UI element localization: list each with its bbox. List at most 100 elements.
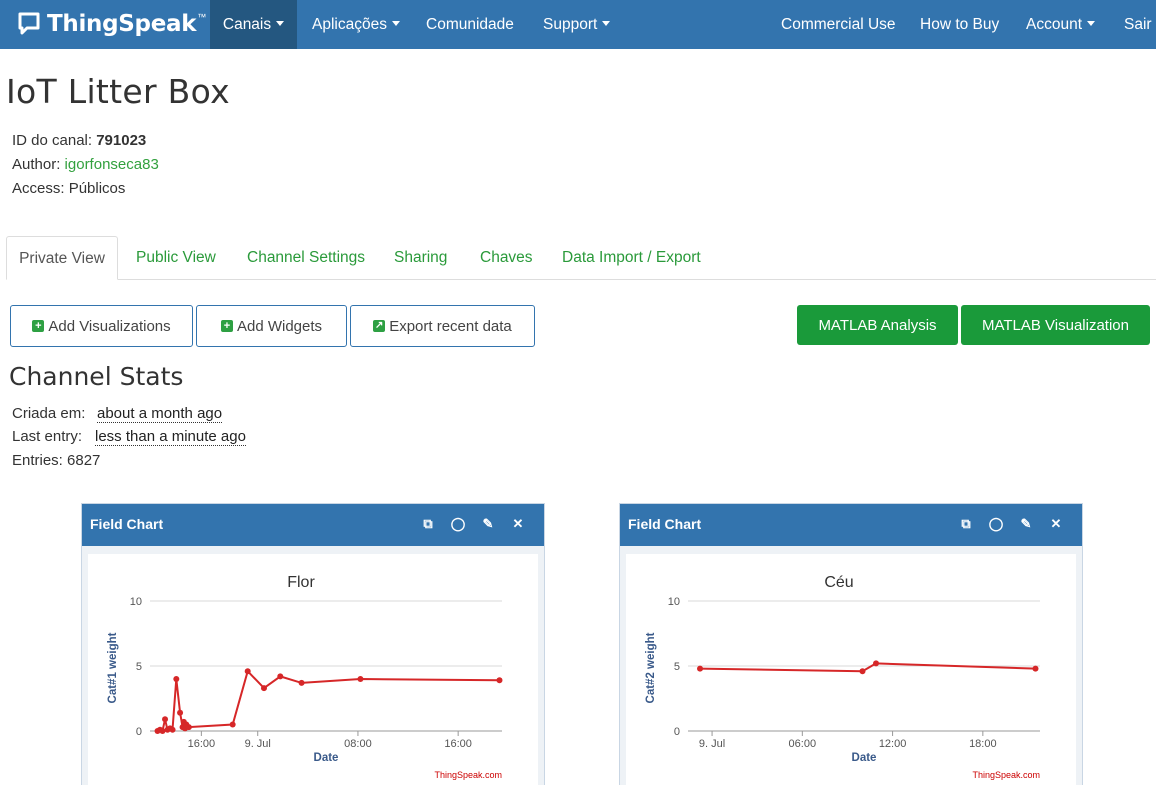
x-tick-label: 06:00 <box>789 738 817 750</box>
series-line <box>699 662 1036 673</box>
stat-last-entry-value: less than a minute ago <box>95 428 246 446</box>
caret-down-icon <box>276 21 285 27</box>
y-tick-label: 10 <box>668 596 680 608</box>
y-axis-title: Cat#2 weight <box>645 632 657 703</box>
data-point <box>873 660 880 667</box>
x-axis-title: Date <box>314 752 339 764</box>
nav-sair[interactable]: Sair <box>1124 0 1152 49</box>
add-widgets-button[interactable]: + Add Widgets <box>196 305 347 347</box>
nav-support[interactable]: Support <box>543 0 611 49</box>
data-point <box>1032 665 1039 672</box>
y-tick-label: 0 <box>136 726 142 738</box>
nav-aplicacoes[interactable]: Aplicações <box>312 0 400 49</box>
nav-comunidade[interactable]: Comunidade <box>426 0 514 49</box>
add-visualizations-button[interactable]: + Add Visualizations <box>10 305 193 347</box>
x-tick-label: 18:00 <box>969 738 997 750</box>
close-icon[interactable]: ✕ <box>1050 516 1062 531</box>
brand-trademark: ™ <box>197 12 207 22</box>
external-link-icon[interactable]: ⧉ <box>423 516 433 531</box>
matlab-analysis-button[interactable]: MATLAB Analysis <box>797 305 958 345</box>
channel-access-row: Access: Públicos <box>12 180 125 197</box>
x-tick-label: 9. Jul <box>245 738 271 750</box>
panel-header: Field Chart ⧉ ◯ ✎ ✕ <box>620 504 1082 546</box>
nav-how-to-buy[interactable]: How to Buy <box>920 0 999 49</box>
add-widgets-label: Add Widgets <box>236 317 323 335</box>
nav-account[interactable]: Account <box>1026 0 1096 49</box>
stat-last-entry: Last entry: less than a minute ago <box>12 428 246 446</box>
channel-access-value: Públicos <box>68 180 126 197</box>
field-chart-panel-2: Field Chart ⧉ ◯ ✎ ✕ Céu 0 5 10 9. Jul 06:00 12… <box>619 503 1083 785</box>
comment-icon[interactable]: ◯ <box>988 516 1004 531</box>
nav-sair-label: Sair <box>1124 16 1152 33</box>
channel-id-value: 791023 <box>96 132 147 149</box>
chart-title: Céu <box>824 574 853 591</box>
channel-access-label: Access: <box>12 180 65 197</box>
data-point <box>169 726 176 733</box>
chart-title: Flor <box>287 574 315 591</box>
tab-channel-settings[interactable]: Channel Settings <box>247 249 366 266</box>
chart-credit: ThingSpeak.com <box>972 770 1040 780</box>
line-chart: Flor 0 5 10 16:00 9. Jul 08:00 16:00 Date Cat#1 w… <box>107 574 503 780</box>
author-link[interactable]: igorfonseca83 <box>64 156 159 173</box>
channel-stats-heading: Channel Stats <box>9 362 184 391</box>
x-tick-label: 16:00 <box>444 738 472 750</box>
chart-credit: ThingSpeak.com <box>434 770 502 780</box>
data-point <box>859 668 866 675</box>
data-point <box>177 709 184 716</box>
stat-created-value: about a month ago <box>97 405 223 423</box>
y-tick-label: 5 <box>136 661 142 673</box>
channel-title: IoT Litter Box <box>6 72 230 111</box>
plus-icon: + <box>32 320 45 332</box>
data-point <box>173 676 180 682</box>
data-point <box>277 673 284 680</box>
export-recent-data-button[interactable]: ↗ Export recent data <box>350 305 535 347</box>
data-point <box>162 716 169 723</box>
tab-chaves[interactable]: Chaves <box>480 249 533 266</box>
channel-id-label: ID do canal: <box>12 132 93 149</box>
nav-commercial-use[interactable]: Commercial Use <box>781 0 896 49</box>
nav-canais[interactable]: Canais <box>210 0 297 49</box>
nav-aplicacoes-label: Aplicações <box>312 16 387 33</box>
external-link-icon[interactable]: ⧉ <box>961 516 971 531</box>
pencil-icon[interactable]: ✎ <box>1020 516 1032 531</box>
tab-data-import-export[interactable]: Data Import / Export <box>562 249 701 266</box>
data-point <box>159 728 166 734</box>
data-point <box>298 679 305 686</box>
panel-title: Field Chart <box>90 516 164 532</box>
tab-public-view[interactable]: Public View <box>136 249 216 266</box>
caret-down-icon <box>1087 21 1096 27</box>
line-chart: Céu 0 5 10 9. Jul 06:00 12:00 18:00 Date Cat#2 we… <box>645 574 1040 780</box>
data-point <box>229 721 236 728</box>
stat-last-entry-label: Last entry: <box>12 428 83 445</box>
stat-entries-value: 6827 <box>67 452 101 469</box>
close-icon[interactable]: ✕ <box>512 516 524 531</box>
panel-title: Field Chart <box>628 516 702 532</box>
x-axis-title: Date <box>852 752 877 764</box>
nav-commercial-use-label: Commercial Use <box>781 16 896 33</box>
y-axis-title: Cat#1 weight <box>107 632 119 703</box>
nav-how-to-buy-label: How to Buy <box>920 16 1000 33</box>
export-recent-data-label: Export recent data <box>389 317 512 335</box>
speech-bubble-icon <box>18 12 40 35</box>
caret-down-icon <box>391 21 400 27</box>
tab-private-view[interactable]: Private View <box>6 236 118 280</box>
stat-entries-label: Entries: <box>12 452 63 469</box>
nav-support-label: Support <box>543 16 598 33</box>
series-line <box>157 669 500 733</box>
matlab-visualization-button[interactable]: MATLAB Visualization <box>961 305 1150 345</box>
pencil-icon[interactable]: ✎ <box>482 516 494 531</box>
x-tick-label: 12:00 <box>879 738 907 750</box>
chart-area: Céu 0 5 10 9. Jul 06:00 12:00 18:00 Date Cat#2 we… <box>626 554 1076 785</box>
panel-header: Field Chart ⧉ ◯ ✎ ✕ <box>82 504 544 546</box>
thingspeak-logo[interactable]: ThingSpeak ™ <box>17 8 206 40</box>
data-point <box>260 685 267 692</box>
y-tick-label: 5 <box>674 661 680 673</box>
tab-sharing[interactable]: Sharing <box>394 249 448 266</box>
x-tick-label: 16:00 <box>188 738 216 750</box>
brand-name: ThingSpeak <box>47 11 197 37</box>
comment-icon[interactable]: ◯ <box>450 516 466 531</box>
data-point <box>244 668 251 675</box>
data-point <box>185 724 192 731</box>
channel-id-row: ID do canal: 791023 <box>12 132 146 149</box>
top-navbar: ThingSpeak ™ Canais Aplicações Comunidade… <box>0 0 1156 49</box>
